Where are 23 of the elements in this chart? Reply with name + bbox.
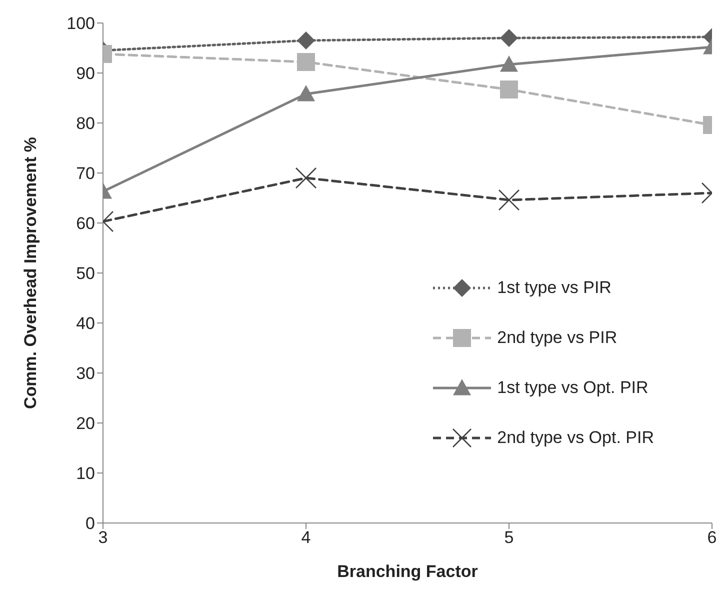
y-tick-label: 100 xyxy=(66,14,95,34)
y-tick-label: 30 xyxy=(76,364,95,384)
y-tick-label: 10 xyxy=(76,464,95,484)
y-tick-label: 90 xyxy=(76,64,95,84)
point xyxy=(500,29,518,47)
y-tick-label: 80 xyxy=(76,114,95,134)
y-tick-label: 40 xyxy=(76,314,95,334)
legend-label: 2nd type vs Opt. PIR xyxy=(497,428,654,448)
x-tick-label: 6 xyxy=(707,528,717,548)
y-tick-label: 50 xyxy=(76,264,95,284)
x-tick-label: 4 xyxy=(301,528,311,548)
y-tick-label: 0 xyxy=(86,514,95,534)
legend-label: 1st type vs Opt. PIR xyxy=(497,378,648,398)
y-tick-label: 60 xyxy=(76,214,95,234)
x-tick-label: 3 xyxy=(98,528,108,548)
y-tick-label: 70 xyxy=(76,164,95,184)
x-tick-label: 5 xyxy=(504,528,514,548)
legend-label: 1st type vs PIR xyxy=(497,278,612,298)
y-tick-label: 20 xyxy=(76,414,95,434)
point xyxy=(297,32,315,50)
x-axis-title: Branching Factor xyxy=(337,562,478,581)
legend-label: 2nd type vs PIR xyxy=(497,328,618,348)
y-axis-title: Comm. Overhead Improvement % xyxy=(21,136,40,410)
